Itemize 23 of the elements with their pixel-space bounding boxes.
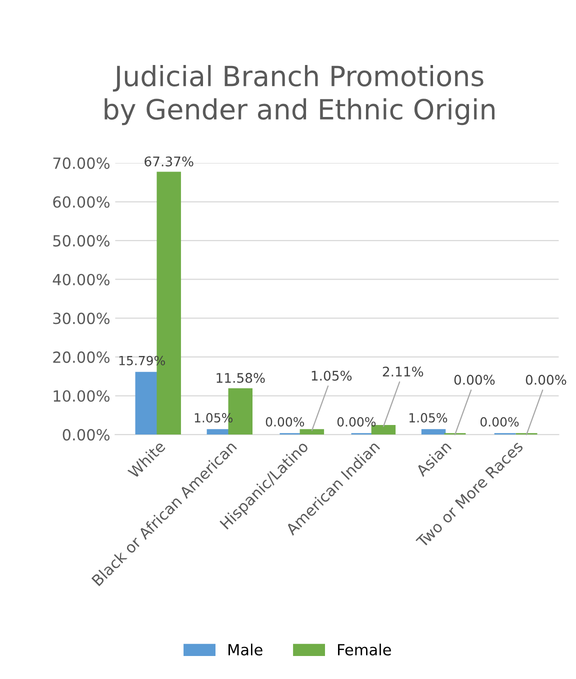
data-label: 1.05% [312, 370, 352, 381]
data-label: 0.00% [454, 374, 495, 385]
data-label: 0.00% [266, 417, 304, 427]
y-tick-label: 10.00% [54, 390, 110, 402]
data-label: 11.58% [216, 372, 265, 383]
data-label: 0.00% [526, 374, 566, 385]
bar [300, 429, 324, 435]
data-label: 0.00% [480, 417, 519, 427]
y-tick-label: 40.00% [52, 274, 110, 286]
data-label: 2.11% [382, 366, 424, 377]
legend-label: Female [338, 644, 391, 656]
y-tick-label: 50.00% [53, 235, 110, 247]
y-tick-label: 20.00% [53, 351, 110, 363]
chart-title: Judicial Branch Promotions by Gender and Ethnic Origin [104, 65, 494, 126]
y-tick-label: 0.00% [62, 429, 110, 441]
y-tick-label: 60.00% [53, 196, 110, 208]
bar [421, 429, 446, 435]
data-label: 0.00% [337, 417, 376, 427]
legend-label: Male [228, 644, 262, 656]
data-label: 67.37% [144, 156, 194, 166]
y-tick-label: 30.00% [53, 312, 110, 324]
data-label: 1.05% [409, 413, 448, 423]
y-tick-label: 70.00% [53, 157, 110, 169]
